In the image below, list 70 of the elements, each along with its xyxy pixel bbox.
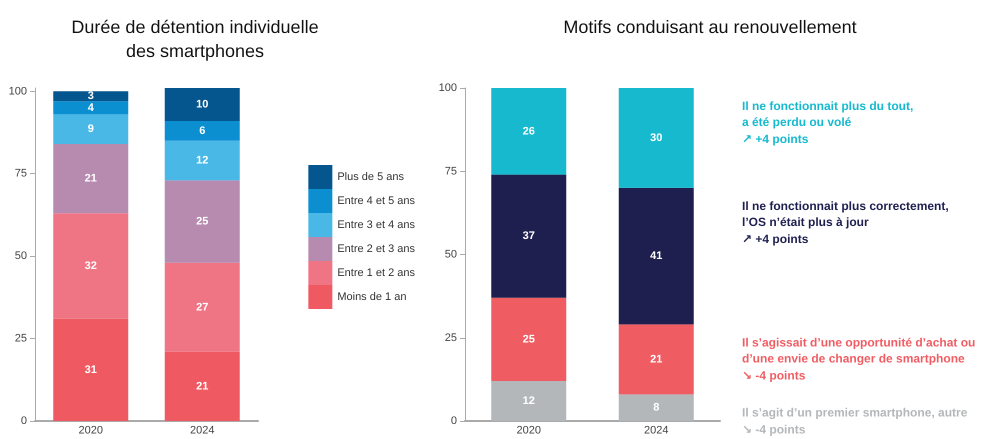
data-label: 41: [650, 250, 662, 262]
bar: [618, 88, 694, 188]
bar: [53, 91, 128, 102]
bar: [164, 262, 240, 352]
y-tick-label: 25: [14, 332, 27, 345]
text: Il s’agit d’un premier smartphone, autre: [742, 405, 968, 420]
legend-label: Entre 4 et 5 ans: [337, 195, 416, 207]
text: ↗ +4 points: [742, 132, 809, 146]
bar: [164, 352, 240, 421]
data-label: 27: [196, 301, 208, 314]
text: Il ne fonctionnait plus correctement, l’OS n’était plus à jour: [742, 198, 949, 229]
bar: [53, 114, 128, 144]
y-tick-label: 75: [444, 165, 457, 178]
y-tick-label: 50: [14, 250, 27, 262]
text: Il s’agissait d’une opportunité d’achat ou d’une envie de changer de smartphone: [742, 335, 976, 366]
data-label: 21: [196, 380, 208, 392]
bar: [53, 213, 128, 319]
bar: [164, 140, 240, 180]
legend-label: Entre 2 et 3 ans: [337, 243, 416, 255]
chart-title: Motifs conduisant au renouvellement: [563, 17, 857, 37]
data-label: 25: [196, 216, 208, 228]
bar: [618, 324, 694, 394]
bar: [491, 298, 566, 382]
x-tick-label: 2024: [190, 424, 214, 436]
y-tick-label: 50: [444, 248, 457, 260]
y-tick-label: 25: [444, 332, 457, 344]
legend-label: Entre 3 et 4 ans: [337, 219, 416, 231]
bar: [164, 88, 240, 121]
legend-label: Moins de 1 an: [337, 291, 406, 303]
y-tick-label: 0: [450, 415, 457, 427]
data-label: 12: [196, 154, 208, 167]
bar: [53, 144, 128, 214]
legend-label: Plus de 5 ans: [337, 171, 404, 183]
data-label: 12: [522, 395, 535, 408]
y-tick-label: 100: [438, 82, 457, 94]
data-label: 25: [522, 333, 535, 346]
data-label: 32: [84, 260, 97, 272]
data-label: 37: [522, 230, 535, 242]
text: ↘ -4 points: [742, 422, 806, 436]
text: ↗ +4 points: [742, 232, 809, 246]
bar: [491, 88, 566, 175]
data-label: 3: [88, 90, 94, 102]
data-label: 6: [199, 124, 206, 137]
text: ↘ -4 points: [742, 368, 806, 382]
data-label: 9: [88, 123, 94, 136]
data-label: 31: [84, 364, 97, 376]
data-label: 8: [653, 402, 660, 414]
bar: [164, 120, 240, 141]
data-label: 30: [650, 132, 662, 144]
data-label: 21: [84, 172, 97, 185]
x-tick-label: 2020: [78, 424, 103, 436]
bar: [164, 180, 240, 263]
x-tick-label: 2020: [516, 424, 541, 436]
x-tick-label: 2024: [644, 424, 668, 436]
bar: [618, 394, 694, 421]
bar: [618, 188, 694, 324]
bar: [53, 101, 128, 114]
data-label: 4: [88, 102, 95, 114]
data-label: 26: [522, 125, 535, 138]
y-tick-label: 100: [8, 85, 27, 98]
bar: [491, 381, 566, 421]
y-tick-label: 75: [14, 168, 27, 180]
y-tick-label: 0: [20, 415, 27, 427]
bar: [491, 174, 566, 298]
legend-label: Entre 1 et 2 ans: [337, 267, 416, 279]
text: Il ne fonctionnait plus du tout, a été perdu ou volé: [742, 99, 914, 129]
chart-title: Durée de détention individuelle des smartphones: [71, 17, 319, 61]
data-label: 21: [650, 353, 662, 366]
bar: [53, 318, 128, 421]
data-label: 10: [196, 98, 208, 110]
